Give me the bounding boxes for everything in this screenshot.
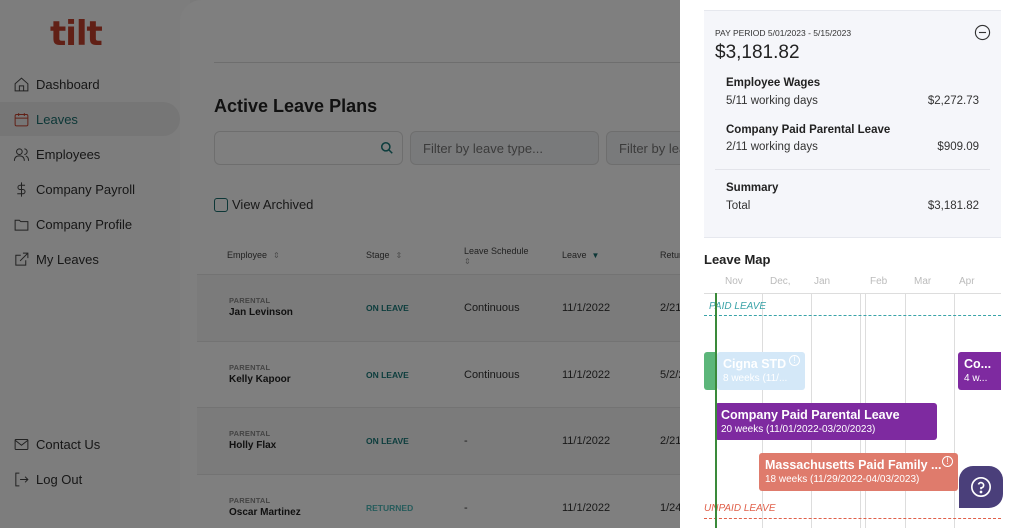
month-label: Feb — [870, 276, 888, 287]
month-label: Dec, — [770, 276, 791, 287]
info-icon[interactable]: ! — [942, 456, 953, 467]
divider — [704, 293, 1001, 294]
leave-bar-stub — [704, 352, 715, 390]
summary-total-label: Total — [726, 200, 751, 212]
parental-leave-amount: $909.09 — [937, 141, 979, 153]
employee-wages-days: 5/11 working days — [726, 95, 818, 107]
leave-map-title: Leave Map — [704, 252, 771, 267]
month-label: Apr — [959, 276, 975, 287]
question-icon — [971, 477, 991, 497]
month-label: Nov — [725, 276, 743, 287]
month-label: Jan — [814, 276, 831, 287]
summary-total-amount: $3,181.82 — [927, 200, 979, 212]
employee-leave-detail-panel: PAY PERIOD 5/01/2023 - 5/15/2023 $3,181.… — [680, 0, 1024, 528]
leave-bar-company-paid-short[interactable]: Co... 4 w... — [958, 352, 1001, 390]
info-icon[interactable]: ! — [789, 355, 800, 366]
grid-line — [954, 293, 955, 528]
pay-period-amount: $3,181.82 — [715, 42, 800, 63]
pay-period-card: PAY PERIOD 5/01/2023 - 5/15/2023 $3,181.… — [704, 10, 1001, 238]
summary-title: Summary — [726, 182, 779, 194]
divider — [715, 169, 990, 170]
unpaid-leave-label: UNPAID LEAVE — [704, 503, 776, 514]
paid-leave-label: PAID LEAVE — [709, 301, 767, 312]
paid-leave-line — [704, 315, 1001, 316]
help-button[interactable] — [959, 466, 1003, 508]
unpaid-leave-line — [704, 518, 1001, 519]
today-marker — [715, 293, 717, 528]
leave-bar-company-paid-parental[interactable]: Company Paid Parental Leave 20 weeks (11… — [715, 403, 937, 440]
parental-leave-title: Company Paid Parental Leave — [726, 124, 891, 136]
leave-bar-cigna-std[interactable]: Cigna STD 8 weeks (11/... ! — [717, 352, 805, 390]
pay-period-label: PAY PERIOD 5/01/2023 - 5/15/2023 — [715, 28, 852, 38]
minus-circle-icon — [974, 24, 991, 41]
parental-leave-days: 2/11 working days — [726, 141, 818, 153]
employee-wages-title: Employee Wages — [726, 77, 821, 89]
employee-wages-amount: $2,272.73 — [927, 95, 979, 107]
collapse-button[interactable] — [974, 24, 991, 41]
leave-bar-massachusetts-pfml[interactable]: Massachusetts Paid Family ... 18 weeks (… — [759, 453, 958, 491]
month-label: Mar — [914, 276, 932, 287]
